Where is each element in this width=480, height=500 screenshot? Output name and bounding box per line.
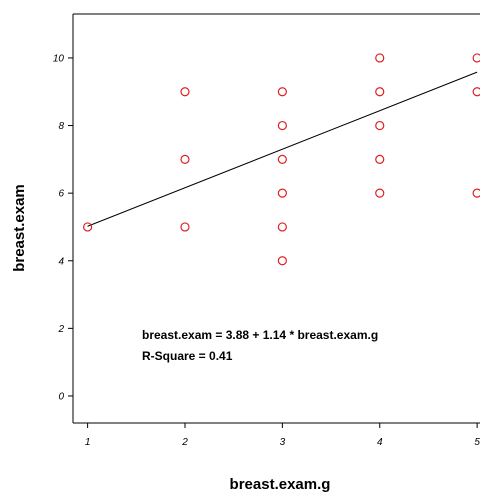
regression-equation: breast.exam = 3.88 + 1.14 * breast.exam.…	[142, 328, 378, 342]
data-point	[277, 188, 287, 198]
data-point	[375, 154, 385, 164]
data-point	[375, 87, 385, 97]
text-layer: breast.exam = 3.88 + 1.14 * breast.exam.…	[11, 184, 378, 493]
x-tick-label: 4	[377, 437, 383, 448]
data-point	[472, 87, 480, 97]
y-tick-label: 10	[53, 53, 65, 64]
x-tick-label: 5	[474, 437, 480, 448]
data-point	[83, 222, 93, 232]
y-tick-label: 8	[58, 121, 64, 132]
r-square-label: R-Square = 0.41	[142, 349, 233, 363]
y-tick-label: 2	[57, 324, 64, 335]
data-point	[375, 188, 385, 198]
fit-line-layer	[87, 71, 478, 227]
data-point	[375, 120, 385, 131]
x-tick-label: 1	[85, 437, 91, 448]
data-point	[472, 53, 480, 63]
y-tick-label: 4	[58, 256, 64, 267]
x-axis-label: breast.exam.g	[230, 476, 331, 493]
data-point	[277, 222, 287, 232]
data-point	[277, 256, 287, 266]
points-layer	[83, 53, 480, 266]
data-point	[472, 188, 480, 198]
data-point	[180, 87, 190, 97]
x-tick-label: 3	[280, 437, 286, 448]
data-point	[277, 120, 287, 131]
data-point	[277, 154, 287, 164]
data-point	[375, 53, 385, 63]
regression-line	[87, 71, 478, 227]
data-point	[277, 87, 287, 97]
x-tick-label: 2	[181, 437, 188, 448]
data-point	[180, 222, 190, 232]
y-axis-label: breast.exam	[11, 184, 28, 272]
data-point	[180, 154, 190, 164]
plot-frame-layer	[72, 13, 480, 424]
y-tick-label: 0	[58, 391, 64, 402]
y-tick-label: 6	[58, 189, 64, 200]
